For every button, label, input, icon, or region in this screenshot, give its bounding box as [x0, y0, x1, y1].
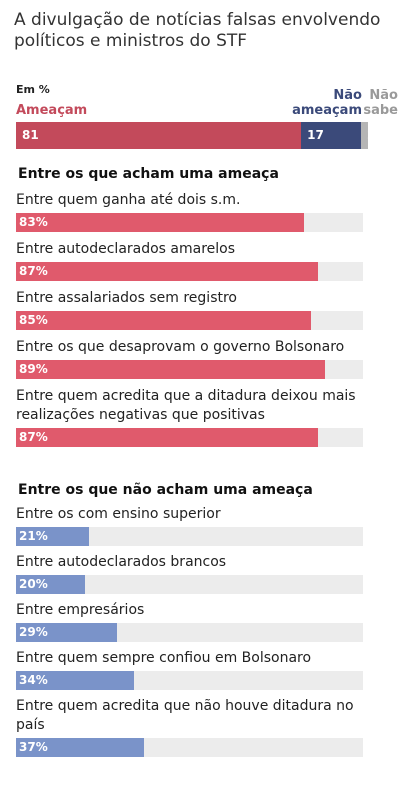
no-threat-bar-track: 20% [16, 575, 363, 594]
legend-dont-know: Não sabe [363, 88, 398, 118]
threat-value-label: 85% [19, 313, 48, 327]
threat-category-label: Entre autodeclarados amarelos [16, 241, 236, 257]
no-threat-bar [16, 623, 117, 642]
no-threat-value-label: 21% [19, 529, 48, 543]
no-threat-value-label: 34% [19, 673, 48, 687]
threat-row: Entre quem acredita que a ditadura deixo… [16, 387, 368, 447]
stacked-bar-label-threat: 81 [22, 128, 39, 142]
chart-title: A divulgação de notícias falsas envolven… [14, 10, 381, 51]
no-threat-row: Entre os com ensino superior 21% [16, 505, 368, 546]
no-threat-category-label: Entre os com ensino superior [16, 506, 221, 522]
threat-bar [16, 360, 325, 379]
no-threat-value-label: 20% [19, 577, 48, 591]
threat-value-label: 87% [19, 430, 48, 444]
threat-category-label: Entre os que desaprovam o governo Bolson… [16, 339, 345, 355]
legend-no-threat: Não ameaçam [292, 88, 362, 118]
threat-row: Entre quem ganha até dois s.m. 83% [16, 191, 368, 232]
no-threat-bar-track: 37% [16, 738, 363, 757]
no-threat-bar-track: 34% [16, 671, 363, 690]
threat-bar-track: 87% [16, 428, 363, 447]
threat-bar-track: 85% [16, 311, 363, 330]
threat-bar-track: 87% [16, 262, 363, 281]
threat-bar [16, 213, 304, 232]
no-threat-value-label: 29% [19, 625, 48, 639]
group-title-threat: Entre os que acham uma ameaça [18, 166, 279, 182]
no-threat-bar-track: 29% [16, 623, 363, 642]
no-threat-bar [16, 671, 134, 690]
no-threat-category-label: Entre quem acredita que não houve ditadu… [16, 698, 354, 733]
no-threat-category-label: Entre quem sempre confiou em Bolsonaro [16, 650, 312, 666]
no-threat-bar [16, 527, 89, 546]
no-threat-row: Entre quem acredita que não houve ditadu… [16, 697, 368, 757]
stacked-bar-segment-dont-know: 2 [360, 122, 368, 149]
unit-label: Em % [16, 83, 50, 96]
threat-value-label: 83% [19, 215, 48, 229]
threat-row: Entre autodeclarados amarelos 87% [16, 240, 368, 281]
no-threat-row: Entre quem sempre confiou em Bolsonaro 34… [16, 649, 368, 690]
threat-value-label: 89% [19, 362, 48, 376]
no-threat-row: Entre autodeclarados brancos 20% [16, 553, 368, 594]
threat-bar-track: 89% [16, 360, 363, 379]
group-title-no-threat: Entre os que não acham uma ameaça [18, 482, 313, 498]
threat-bar [16, 311, 311, 330]
no-threat-value-label: 37% [19, 740, 48, 754]
no-threat-bar-track: 21% [16, 527, 363, 546]
legend-threat: Ameaçam [16, 103, 88, 118]
threat-row: Entre os que desaprovam o governo Bolson… [16, 338, 368, 379]
no-threat-row: Entre empresários 29% [16, 601, 368, 642]
stacked-bar-segment-no-threat: 17 [301, 122, 361, 149]
threat-value-label: 87% [19, 264, 48, 278]
stacked-bar-segment-threat: 81 [16, 122, 302, 149]
threat-bar [16, 262, 318, 281]
threat-row: Entre assalariados sem registro 85% [16, 289, 368, 330]
no-threat-bar [16, 738, 145, 757]
threat-bar-track: 83% [16, 213, 363, 232]
no-threat-category-label: Entre empresários [16, 602, 145, 618]
threat-category-label: Entre quem acredita que a ditadura deixo… [16, 388, 356, 423]
stacked-bar-label-dont-know: 2 [367, 128, 368, 142]
no-threat-bar [16, 575, 86, 594]
stacked-bar-label-no-threat: 17 [307, 128, 324, 142]
threat-category-label: Entre quem ganha até dois s.m. [16, 192, 241, 208]
threat-category-label: Entre assalariados sem registro [16, 290, 237, 306]
stacked-bar: 81 17 2 [16, 122, 368, 149]
no-threat-category-label: Entre autodeclarados brancos [16, 554, 227, 570]
threat-bar [16, 428, 318, 447]
